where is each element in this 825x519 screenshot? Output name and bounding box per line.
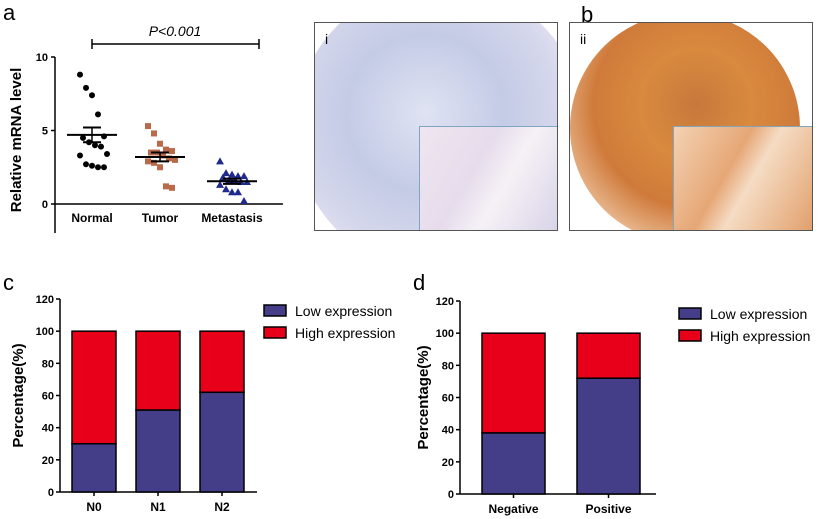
bar-segment-high-expression bbox=[135, 330, 181, 411]
data-point bbox=[95, 164, 101, 171]
y-tick-label: 40 bbox=[442, 425, 454, 437]
panel-label-c: c bbox=[3, 270, 14, 295]
y-tick-label: 0 bbox=[48, 487, 54, 499]
data-point bbox=[216, 157, 224, 165]
legend-swatch bbox=[263, 304, 287, 317]
data-point bbox=[101, 164, 107, 171]
data-point bbox=[89, 162, 95, 169]
y-tick-label: 5 bbox=[42, 126, 48, 138]
data-point bbox=[163, 146, 169, 153]
data-point bbox=[172, 156, 178, 163]
y-axis-label: Percentage(%) bbox=[10, 343, 27, 447]
y-tick-label: 100 bbox=[436, 328, 454, 340]
x-tick-label: Negative bbox=[488, 502, 538, 516]
legend-label: High expression bbox=[295, 325, 395, 341]
data-point bbox=[163, 183, 169, 190]
panel-label-d: d bbox=[413, 270, 425, 295]
bar-segment-high-expression bbox=[199, 330, 245, 394]
micrograph-i: i bbox=[314, 22, 558, 231]
data-point bbox=[98, 143, 104, 150]
y-tick-label: 80 bbox=[42, 358, 54, 370]
data-point bbox=[83, 84, 89, 91]
legend-swatch bbox=[263, 326, 287, 339]
data-point bbox=[151, 159, 157, 166]
y-tick-label: 60 bbox=[442, 393, 454, 405]
bar-chart-d: 0 20 40 60 80 100 120 Percentage(%) Negative Posi… bbox=[415, 296, 810, 516]
legend-label: Low expression bbox=[295, 303, 392, 319]
data-point bbox=[234, 188, 242, 196]
y-tick-label: 100 bbox=[36, 326, 54, 338]
data-point bbox=[80, 134, 86, 141]
data-point bbox=[228, 188, 236, 196]
data-point bbox=[222, 169, 230, 177]
x-tick-label: N2 bbox=[214, 500, 230, 514]
data-point bbox=[145, 158, 151, 165]
data-point bbox=[169, 184, 175, 191]
micrograph-ii: ii bbox=[569, 22, 813, 231]
data-point bbox=[95, 111, 101, 118]
bar-segment-high-expression bbox=[481, 332, 546, 434]
panel-label-a: a bbox=[3, 0, 16, 25]
p-value-annotation: P<0.001 bbox=[149, 23, 202, 39]
y-tick-label: 10 bbox=[36, 52, 48, 64]
x-tick-label: N0 bbox=[86, 500, 102, 514]
x-tick-label: Metastasis bbox=[201, 211, 263, 225]
y-tick-label: 120 bbox=[436, 296, 454, 308]
data-point bbox=[234, 172, 242, 180]
y-tick-label: 20 bbox=[442, 457, 454, 469]
data-point bbox=[157, 164, 163, 171]
x-tick-label: Tumor bbox=[142, 211, 179, 225]
bar-segment-low-expression bbox=[481, 432, 546, 495]
bar-segment-low-expression bbox=[71, 443, 117, 493]
legend-swatch bbox=[678, 329, 702, 342]
y-tick-label: 20 bbox=[42, 455, 54, 467]
data-point bbox=[77, 152, 83, 159]
y-tick-label: 60 bbox=[42, 391, 54, 403]
bar-segment-low-expression bbox=[199, 391, 245, 493]
bar-segment-high-expression bbox=[71, 330, 117, 445]
data-point bbox=[160, 152, 166, 159]
data-point bbox=[166, 155, 172, 162]
legend-swatch bbox=[678, 307, 702, 320]
legend-label: Low expression bbox=[710, 306, 807, 322]
data-point bbox=[240, 172, 248, 180]
data-point bbox=[222, 185, 230, 193]
bar-chart-c: 0 20 40 60 80 100 120 Percentage(%) N0 N1 N2 Low ex… bbox=[10, 294, 395, 514]
data-point bbox=[169, 148, 175, 155]
x-tick-label: Normal bbox=[71, 211, 112, 225]
x-tick-label: Positive bbox=[585, 502, 631, 516]
y-axis-label: Relative mRNA level bbox=[8, 68, 25, 213]
image-label-ii: ii bbox=[580, 31, 587, 47]
data-point bbox=[92, 142, 98, 149]
data-point bbox=[157, 140, 163, 147]
data-point bbox=[216, 180, 224, 188]
data-point bbox=[83, 161, 89, 168]
bar-segment-high-expression bbox=[576, 332, 641, 379]
bar-segment-low-expression bbox=[135, 409, 181, 493]
y-tick-label: 40 bbox=[42, 423, 54, 435]
bar-segment-low-expression bbox=[576, 377, 641, 495]
data-point bbox=[151, 130, 157, 137]
scatter-chart-a: 0 5 10 Relative mRNA level Normal Tumor Metast… bbox=[8, 23, 283, 233]
inset-ii bbox=[673, 126, 812, 230]
y-axis-label: Percentage(%) bbox=[415, 345, 432, 449]
inset-i bbox=[419, 126, 557, 230]
data-point bbox=[77, 71, 83, 78]
panel-label-b: b bbox=[581, 2, 593, 27]
data-point bbox=[89, 92, 95, 99]
data-point bbox=[104, 151, 110, 158]
data-point bbox=[228, 170, 236, 178]
x-tick-label: N1 bbox=[150, 500, 166, 514]
y-tick-label: 120 bbox=[36, 294, 54, 306]
image-label-i: i bbox=[325, 31, 329, 47]
data-point bbox=[145, 123, 151, 130]
data-point bbox=[240, 197, 248, 205]
y-tick-label: 80 bbox=[442, 360, 454, 372]
y-tick-label: 0 bbox=[448, 489, 454, 501]
legend-label: High expression bbox=[710, 328, 810, 344]
y-tick-label: 0 bbox=[42, 199, 48, 211]
